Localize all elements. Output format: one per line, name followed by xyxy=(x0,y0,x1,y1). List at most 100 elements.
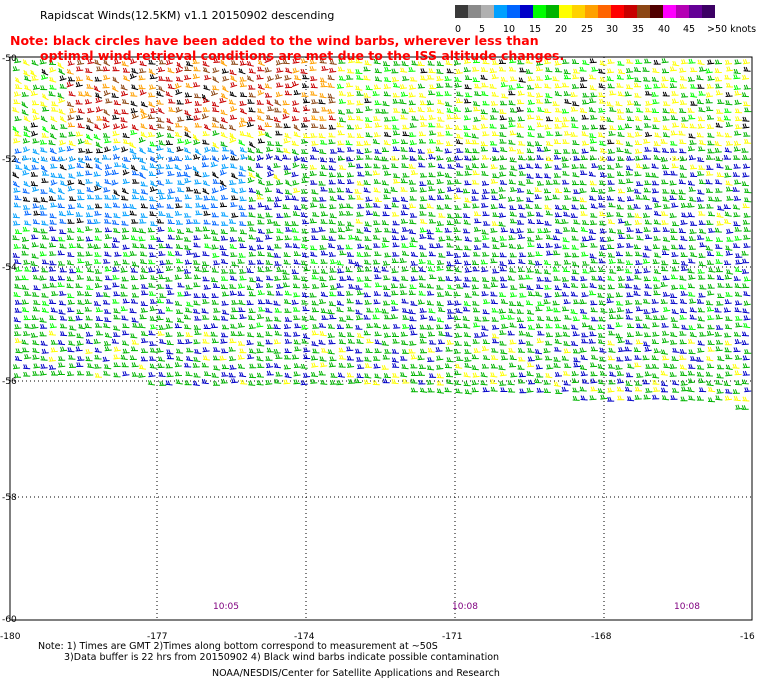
wind-barb xyxy=(328,219,336,225)
wind-barb xyxy=(94,282,102,289)
wind-barb xyxy=(113,189,121,197)
wind-barb xyxy=(707,274,715,280)
wind-barb xyxy=(490,291,498,297)
wind-barb xyxy=(419,244,427,250)
wind-barb xyxy=(76,218,84,224)
wind-barb xyxy=(617,229,625,234)
wind-barb xyxy=(204,243,212,249)
wind-barb xyxy=(384,76,392,82)
wind-barb xyxy=(474,237,482,242)
wind-barb xyxy=(454,235,462,241)
wind-barb xyxy=(679,156,687,162)
wind-barb xyxy=(654,132,662,138)
scale-swatch xyxy=(559,5,572,18)
wind-barb xyxy=(111,85,119,93)
wind-barb xyxy=(581,251,589,257)
wind-barb xyxy=(635,148,643,154)
wind-barb xyxy=(104,212,112,218)
wind-barb xyxy=(104,138,112,144)
wind-barb xyxy=(194,122,202,128)
wind-barb xyxy=(257,251,265,257)
wind-barb xyxy=(744,138,752,144)
wind-barb xyxy=(229,132,237,140)
wind-barb xyxy=(499,261,507,267)
wind-barb xyxy=(51,290,59,297)
wind-barb xyxy=(230,202,238,208)
wind-barb xyxy=(410,76,418,82)
wind-barb xyxy=(94,210,102,216)
wind-barb xyxy=(363,66,371,72)
wind-barb xyxy=(201,204,209,210)
wind-barb xyxy=(337,147,345,153)
wind-barb xyxy=(274,196,282,202)
wind-barb xyxy=(31,100,40,106)
wind-barb xyxy=(572,101,580,107)
wind-barb xyxy=(733,276,741,281)
wind-barb xyxy=(175,196,182,202)
wind-barb xyxy=(165,243,173,249)
wind-barb xyxy=(49,251,57,256)
wind-barb xyxy=(634,188,642,194)
wind-barb xyxy=(21,284,29,290)
scale-swatch xyxy=(624,5,637,18)
wind-barb xyxy=(372,91,380,96)
wind-barb xyxy=(76,227,84,233)
wind-barb xyxy=(590,220,598,226)
wind-barb xyxy=(59,83,67,89)
wind-barb xyxy=(472,170,480,176)
wind-barb xyxy=(228,99,236,105)
wind-barb xyxy=(150,180,157,187)
wind-barb xyxy=(725,180,733,186)
wind-barb xyxy=(579,204,588,210)
wind-barb xyxy=(607,173,615,178)
wind-barb xyxy=(707,251,715,257)
wind-barb xyxy=(148,259,156,265)
wind-barb xyxy=(105,275,113,281)
wind-barb xyxy=(428,251,436,257)
wind-barb xyxy=(444,76,452,81)
wind-barb xyxy=(293,251,301,256)
wind-barb xyxy=(384,170,392,176)
wind-barb xyxy=(534,83,542,89)
wind-barb xyxy=(492,60,500,65)
wind-barb xyxy=(383,83,391,89)
wind-barb xyxy=(518,274,526,280)
wind-barb xyxy=(21,250,29,256)
wind-barb xyxy=(471,163,479,169)
wind-barb xyxy=(276,228,284,234)
wind-barb xyxy=(312,269,320,274)
wind-barb xyxy=(681,212,689,218)
wind-barb xyxy=(418,290,426,296)
wind-barb xyxy=(436,155,444,161)
wind-barb xyxy=(104,251,112,257)
wind-barb xyxy=(356,91,364,96)
wind-barb xyxy=(654,268,662,275)
wind-barb xyxy=(195,210,203,216)
wind-barb xyxy=(654,202,662,208)
wind-barb xyxy=(444,227,452,233)
wind-barb xyxy=(375,108,383,114)
wind-barb xyxy=(50,179,58,186)
wind-barb xyxy=(527,107,534,113)
wind-barb xyxy=(662,91,670,97)
wind-barb xyxy=(76,202,84,209)
wind-barb xyxy=(420,75,428,81)
wind-barb xyxy=(707,59,715,65)
wind-barb xyxy=(374,100,382,106)
scale-swatch xyxy=(455,5,468,18)
wind-barb xyxy=(347,179,355,185)
wind-barb xyxy=(40,189,48,194)
wind-barb xyxy=(364,236,372,241)
wind-barb xyxy=(554,149,562,154)
wind-barb xyxy=(266,114,274,121)
wind-barb xyxy=(149,204,157,210)
wind-barb xyxy=(77,179,85,186)
wind-barb xyxy=(527,91,535,98)
wind-barb xyxy=(85,170,93,176)
wind-barb xyxy=(318,99,326,105)
wind-barb xyxy=(220,229,228,235)
wind-barb xyxy=(391,163,399,169)
wind-barb xyxy=(68,204,76,210)
wind-barb xyxy=(319,157,328,163)
wind-barb xyxy=(291,227,299,233)
